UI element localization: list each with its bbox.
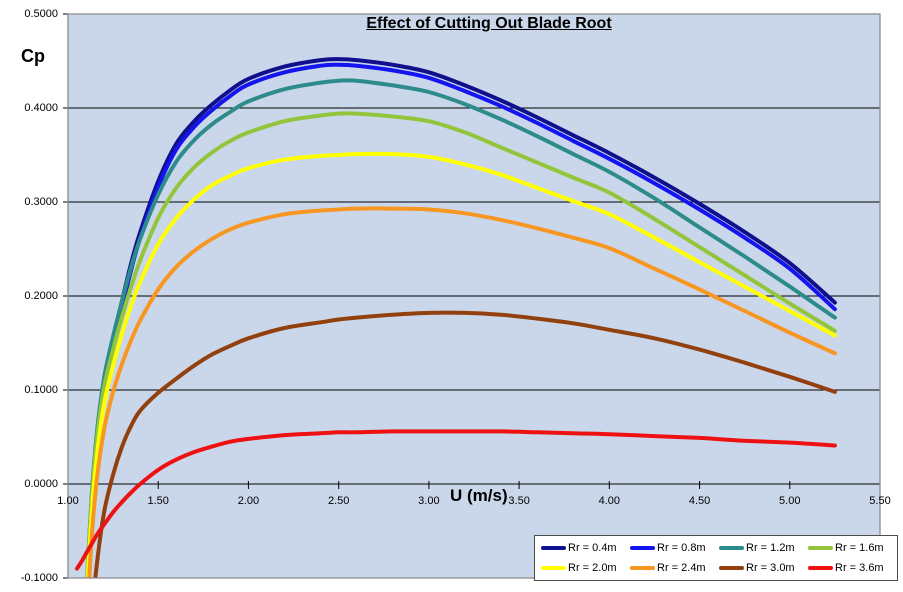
legend-item: Rr = 0.8m (630, 542, 719, 554)
legend-label: Rr = 1.2m (746, 542, 795, 554)
x-tick-label: 4.00 (598, 495, 621, 507)
legend-item: Rr = 2.0m (541, 562, 630, 574)
series-line-Rr-1.6m (85, 111, 837, 578)
x-tick-label: 2.00 (237, 495, 260, 507)
x-tick-label: 3.00 (418, 495, 440, 507)
legend-label: Rr = 2.4m (657, 562, 706, 574)
y-tick-label: 0.4000 (24, 101, 58, 114)
x-tick-label: 3.50 (508, 495, 530, 507)
plot-border (67, 13, 881, 579)
legend-line-swatch (808, 546, 833, 550)
x-tick-label: 1.50 (147, 495, 169, 507)
y-tick-label: 0.5000 (24, 7, 58, 20)
series-line-Rr-2.4m (87, 206, 837, 578)
legend-line-swatch (630, 566, 655, 570)
legend-label: Rr = 0.8m (657, 542, 706, 554)
legend: Rr = 0.4m Rr = 0.8m Rr = 1.2m Rr = 1.6m Rr =… (534, 535, 898, 581)
y-tick-label: 0.3000 (24, 195, 58, 208)
legend-label: Rr = 2.0m (568, 562, 617, 574)
legend-item: Rr = 1.2m (719, 542, 808, 554)
legend-item: Rr = 3.6m (808, 562, 897, 574)
legend-label: Rr = 0.4m (568, 542, 617, 554)
legend-line-swatch (719, 546, 744, 550)
y-tick-label: -0.1000 (20, 571, 58, 584)
y-tick-label: 0.2000 (24, 289, 58, 302)
x-tick-label: 1.00 (57, 495, 79, 507)
x-tick-label: 5.00 (779, 495, 801, 507)
y-tick-label: 0.1000 (24, 383, 58, 396)
legend-item: Rr = 0.4m (541, 542, 630, 554)
legend-item: Rr = 3.0m (719, 562, 808, 574)
legend-label: Rr = 3.6m (835, 562, 884, 574)
legend-item: Rr = 1.6m (808, 542, 897, 554)
series-line-Rr-2.0m (85, 151, 837, 578)
legend-label: Rr = 3.0m (746, 562, 795, 574)
legend-line-swatch (719, 566, 744, 570)
series-line-Rr-3.0m (93, 310, 837, 578)
legend-item: Rr = 2.4m (630, 562, 719, 574)
x-tick-label: 5.50 (869, 495, 891, 507)
x-tick-label: 4.50 (688, 495, 711, 507)
legend-line-swatch (541, 546, 566, 550)
chart-title: Effect of Cutting Out Blade Root (366, 15, 612, 32)
legend-line-swatch (808, 566, 833, 570)
y-tick-label: 0.0000 (24, 477, 58, 490)
legend-line-swatch (541, 566, 566, 570)
y-axis-title: Cp (21, 46, 45, 66)
x-axis-title: U (m/s) (450, 486, 508, 505)
legend-line-swatch (630, 546, 655, 550)
legend-label: Rr = 1.6m (835, 542, 884, 554)
series-line-Rr-3.6m (75, 429, 837, 571)
x-tick-label: 2.50 (327, 495, 350, 507)
